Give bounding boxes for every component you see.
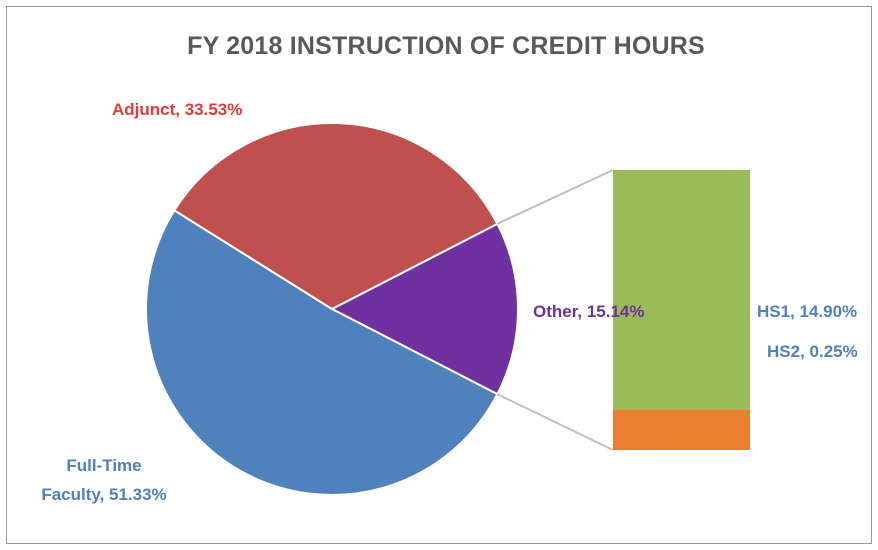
pie-slice-adjunct [172,122,499,311]
data-label-hs1: HS1, 14.90% [757,302,857,321]
data-label-other: Other, 15.14% [533,302,645,321]
pie-slice-other [329,222,519,396]
data-label-fulltime-line1: Full-Time [66,456,141,475]
pie-slices [145,122,519,496]
connector-line-bottom [496,393,614,451]
data-label-fulltime-line2: Faculty, 51.33% [41,485,166,504]
secondary-bar [613,170,750,450]
connector-lines [496,169,614,451]
data-label-hs2: HS2, 0.25% [767,342,858,361]
chart-title: FY 2018 INSTRUCTION OF CREDIT HOURS [187,32,705,60]
pie-slice-full-time-faculty [145,208,499,496]
connector-line-top [496,169,614,225]
bar-segment-hs2 [613,410,750,450]
bar-segment-hs1 [613,170,750,410]
data-label-adjunct: Adjunct, 33.53% [112,100,242,119]
